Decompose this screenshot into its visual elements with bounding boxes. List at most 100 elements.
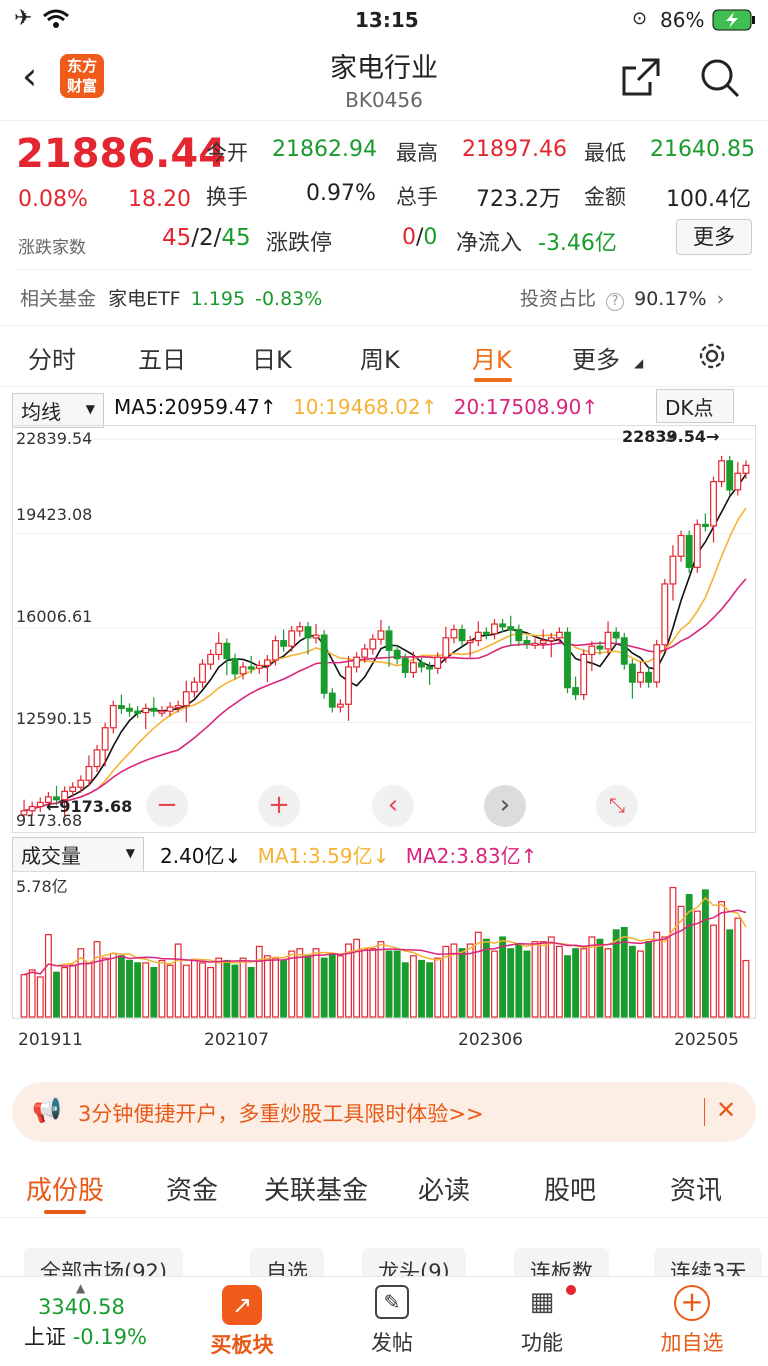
tab-constituents[interactable]: 成份股 (26, 1176, 105, 1206)
promo-banner[interactable]: 📢 3分钟便捷开户，多重炒股工具限时体验>> ✕ (12, 1082, 756, 1142)
tab-weekly[interactable]: 周K (360, 346, 400, 374)
fund-row[interactable]: 相关基金 家电ETF 1.195 -0.83% (20, 284, 322, 311)
volume-bar (442, 945, 450, 1018)
up-arrow-1: ↑ (259, 395, 277, 419)
help-icon[interactable]: ? (606, 293, 625, 311)
add-watchlist-button[interactable]: + 加自选 (632, 1285, 752, 1357)
tab-news[interactable]: 资讯 (670, 1176, 723, 1206)
dropdown-icon-2: ▼ (125, 846, 135, 860)
candle-body (515, 628, 523, 642)
ratio-value: 90.17% (634, 288, 707, 310)
max-marker: 22839.54→ (622, 427, 720, 446)
candle-body (718, 460, 726, 483)
volume-legend: 2.40亿↓ MA1:3.59亿↓ MA2:3.83亿↑ (160, 840, 537, 869)
last-price: 21886.44 (16, 131, 227, 177)
chip-leaders[interactable]: 龙头(9) (362, 1248, 466, 1280)
tab-must-read[interactable]: 必读 (418, 1176, 471, 1206)
volume-bar (701, 889, 709, 1018)
candle-body (604, 631, 612, 650)
divider (16, 269, 752, 270)
tab-5day[interactable]: 五日 (138, 346, 186, 374)
volume-bar (280, 959, 288, 1018)
candle-body (393, 649, 401, 660)
change-amount: 18.20 (128, 187, 191, 212)
index-name: 上证 (24, 1325, 66, 1349)
logo-text-2: 财富 (66, 77, 97, 95)
volume-bar (231, 964, 239, 1018)
zoom-out-button[interactable]: − (146, 785, 188, 827)
candle-body (637, 671, 644, 683)
share-icon[interactable] (620, 56, 662, 98)
volume-bar (596, 938, 604, 1018)
volume-select[interactable]: 成交量 ▼ (12, 837, 144, 872)
gear-icon[interactable] (696, 340, 728, 372)
tab-intraday[interactable]: 分时 (28, 346, 76, 374)
tab-funds-flow[interactable]: 资金 (166, 1176, 219, 1206)
tab-monthly[interactable]: 月K (472, 346, 512, 374)
candle-body (158, 710, 166, 714)
fund-price: 1.195 (190, 288, 246, 310)
function-button[interactable]: ▦ 功能 (482, 1285, 602, 1357)
chip-streak[interactable]: 连板数 (514, 1248, 609, 1280)
breadth-label: 涨跌家数 (18, 238, 86, 258)
back-icon[interactable]: ‹ (22, 54, 38, 98)
tab-daily[interactable]: 日K (252, 346, 292, 374)
chip-all-market[interactable]: 全部市场(92) (24, 1248, 184, 1280)
add-label: 加自选 (660, 1331, 724, 1355)
volume-bar (434, 957, 442, 1018)
fullscreen-icon[interactable]: ⤡ (596, 785, 638, 827)
scroll-left-button[interactable]: ‹ (372, 785, 414, 827)
more-button[interactable]: 更多 (676, 219, 752, 255)
tab-forum[interactable]: 股吧 (544, 1176, 597, 1206)
candle-body (20, 810, 28, 816)
bottom-bar: ▲ 3340.58 上证 -0.19% ↗ 买板块 ✎ 发帖 ▦ 功能 + 加自… (0, 1276, 768, 1366)
search-icon[interactable] (698, 56, 742, 100)
volume-bar (20, 974, 28, 1018)
index-ticker[interactable]: ▲ 3340.58 上证 -0.19% (24, 1281, 147, 1351)
dk-select[interactable]: DK点 ◢ (656, 389, 734, 443)
volume-bar (263, 955, 271, 1018)
candle-body (288, 630, 296, 647)
volume-bar (547, 936, 555, 1018)
volume-chart[interactable] (12, 871, 756, 1019)
candle-body (661, 583, 669, 646)
volume-bar (117, 955, 125, 1018)
promo-text[interactable]: 3分钟便捷开户，多重炒股工具限时体验>> (78, 1102, 484, 1126)
volume-bar (572, 948, 580, 1018)
volume-ma2: MA2:3.83亿 (405, 844, 521, 868)
volume-bar (401, 962, 409, 1018)
volume-bar (588, 936, 596, 1018)
volume-bar (645, 941, 653, 1018)
tab-related-funds[interactable]: 关联基金 (264, 1176, 369, 1206)
corner-icon: ◢ (665, 430, 674, 443)
volume-bar (685, 894, 693, 1018)
volume-bar (523, 950, 531, 1018)
sector-code: BK0456 (345, 88, 423, 112)
index-row: 上证 -0.19% (24, 1321, 147, 1351)
volume-bar (637, 950, 644, 1018)
close-icon[interactable]: ✕ (716, 1096, 737, 1124)
candle-body (531, 642, 539, 646)
ma-select[interactable]: 均线 ▼ (12, 393, 104, 428)
ratio-row[interactable]: 投资占比 ? 90.17% › (520, 284, 724, 311)
tab-more[interactable]: 更多 (572, 346, 620, 374)
volume-bar (150, 966, 158, 1018)
volume-bar (693, 910, 701, 1018)
candle-body (36, 801, 44, 808)
scroll-right-button[interactable]: › (484, 785, 526, 827)
candle-body (426, 666, 434, 670)
candle-body (174, 705, 182, 709)
zoom-in-button[interactable]: + (258, 785, 300, 827)
volume-bar (61, 966, 69, 1018)
volume-bar (458, 948, 466, 1018)
candle-body (628, 663, 636, 683)
candle-body (69, 786, 77, 792)
volume-bar (190, 959, 198, 1018)
volume-bar (247, 966, 255, 1018)
chip-watchlist[interactable]: 自选 (250, 1248, 324, 1280)
chip-consecutive[interactable]: 连续3天 (654, 1248, 763, 1280)
post-button[interactable]: ✎ 发帖 (332, 1285, 452, 1357)
buy-sector-button[interactable]: ↗ 买板块 (182, 1285, 302, 1359)
fund-pct: -0.83% (255, 288, 323, 310)
candlestick-chart[interactable] (12, 425, 756, 833)
